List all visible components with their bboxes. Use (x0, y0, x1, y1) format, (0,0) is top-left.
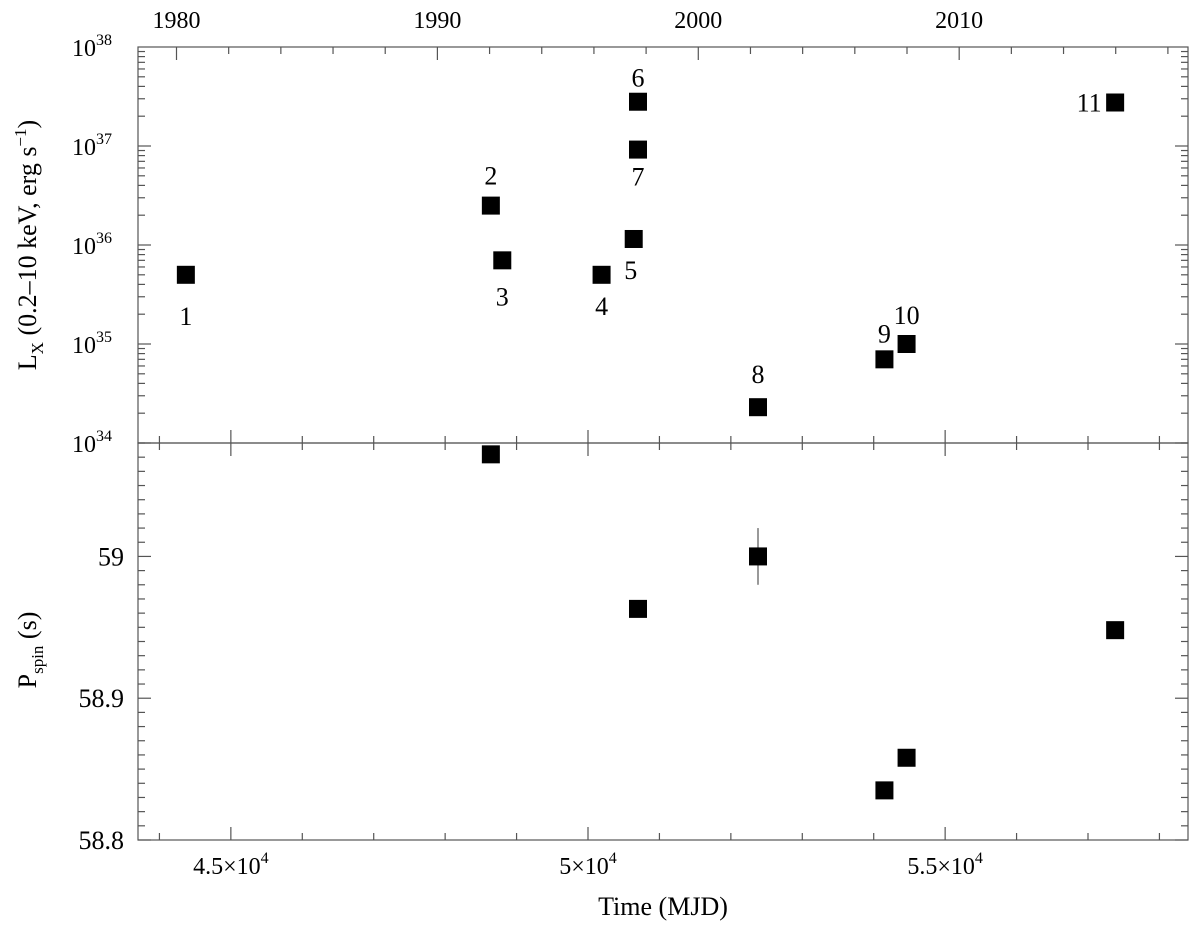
point-label: 5 (624, 256, 637, 285)
y-tick-label-exponent: 36 (96, 230, 112, 247)
top-y-axis-label-rest: (0.2–10 keV, erg s (13, 147, 42, 342)
y-tick-label-exponent: 37 (96, 131, 112, 148)
point-label: 3 (496, 282, 509, 311)
bottom-panel-y-tick-label: 58.8 (79, 826, 125, 855)
bottom-panel-point (1106, 621, 1125, 640)
top-panel-y-tick-label: 1036 (72, 230, 112, 260)
top-panel-point (897, 335, 916, 353)
top-panel-frame (137, 46, 1189, 444)
top-axis-year-label: 2010 (935, 8, 983, 34)
top-y-axis-label-close: ) (13, 120, 42, 129)
x-tick-label-mantissa: 5.5×10 (907, 854, 975, 880)
y-tick-label-exponent: 34 (96, 428, 112, 445)
y-tick-label-exponent: 38 (96, 32, 112, 49)
top-axis-year-label: 1980 (153, 8, 201, 34)
top-panel-point (592, 265, 611, 284)
x-tick-label-exponent: 4 (261, 850, 269, 867)
bottom-y-axis-label-main: P (13, 674, 42, 688)
bottom-panel-point (481, 445, 500, 464)
point-label: 8 (752, 360, 765, 389)
y-tick-label-base: 10 (72, 135, 96, 161)
top-panel-point (749, 398, 767, 417)
x-tick-label-mantissa: 4.5×10 (193, 854, 261, 880)
bottom-y-axis-label: Pspin (s) (13, 612, 47, 689)
x-tick-label-mantissa: 5×10 (559, 854, 609, 880)
bottom-panel-frame (137, 442, 1189, 841)
bottom-y-axis-label-rest: (s) (13, 612, 42, 646)
tick-labels: 1980 1990 2000 20101034103510361037103858.8… (72, 8, 983, 880)
top-panel-point (493, 251, 512, 270)
top-panel-point (875, 350, 894, 369)
top-panel-point (176, 265, 195, 284)
tick-marks (138, 47, 1188, 841)
top-panel-point (629, 92, 647, 111)
top-panel-point (1106, 93, 1125, 112)
bottom-panel-point (897, 748, 916, 767)
point-label: 9 (878, 319, 891, 348)
bottom-panel-point (629, 599, 647, 618)
top-y-axis-label-main: L (13, 354, 42, 370)
x-tick-label: 5×104 (559, 850, 617, 880)
top-axis-year-label: 1990 (413, 8, 461, 34)
top-axis-year-label: 2000 (674, 8, 722, 34)
top-panel-y-tick-label: 1038 (72, 32, 112, 62)
top-y-axis-label: LX (0.2–10 keV, erg s−1) (11, 120, 47, 370)
point-label: 1 (179, 302, 192, 331)
top-panel-y-tick-label: 1034 (72, 428, 112, 458)
top-panel-point (624, 229, 643, 248)
top-y-axis-label-sub: X (28, 342, 47, 354)
top-panel-point (481, 196, 500, 215)
point-label: 4 (595, 292, 608, 321)
bottom-panel-y-tick-label: 58.9 (79, 684, 125, 713)
x-tick-label: 4.5×104 (193, 850, 269, 880)
bottom-panel-y-tick-label: 59 (98, 542, 124, 571)
y-tick-label-exponent: 35 (96, 329, 112, 346)
bottom-y-axis-label-sub: spin (28, 645, 47, 674)
x-tick-label-exponent: 4 (609, 850, 617, 867)
top-y-axis-label-sup: −1 (11, 128, 30, 146)
y-tick-label-base: 10 (72, 36, 96, 62)
point-label: 2 (484, 162, 497, 191)
y-tick-label-base: 10 (72, 432, 96, 458)
data-marks: 1 2 3 45 6 7 8 910 11 (176, 64, 1125, 800)
bottom-panel-point (875, 781, 894, 800)
top-panel-y-tick-label: 1035 (72, 329, 112, 359)
y-tick-label-base: 10 (72, 234, 96, 260)
top-panel-y-tick-label: 1037 (72, 131, 112, 161)
point-label: 10 (894, 301, 920, 330)
point-label: 11 (1077, 89, 1102, 118)
point-label: 6 (632, 64, 645, 93)
bottom-panel-point (749, 547, 767, 566)
y-tick-label-base: 10 (72, 333, 96, 359)
point-label: 7 (632, 163, 645, 192)
x-tick-label-exponent: 4 (975, 850, 983, 867)
x-axis-label: Time (MJD) (598, 892, 728, 921)
top-panel-point (629, 140, 647, 159)
x-tick-label: 5.5×104 (907, 850, 983, 880)
